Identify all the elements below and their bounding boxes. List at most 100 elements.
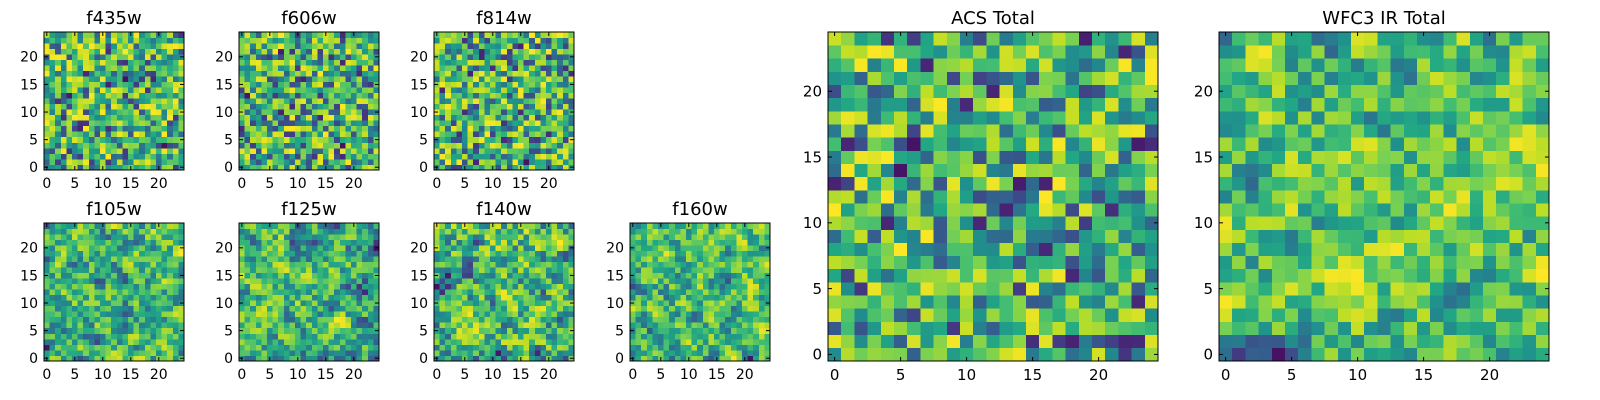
- heatmap-cell: [94, 92, 101, 99]
- heatmap-cell: [295, 59, 301, 66]
- heatmap-cell: [83, 54, 90, 60]
- heatmap-cell: [557, 142, 564, 149]
- heatmap-cell: [758, 239, 765, 246]
- heatmap-cell: [540, 234, 547, 240]
- heatmap-cell: [356, 228, 363, 235]
- heatmap-cell: [261, 261, 268, 268]
- heatmap-cell: [674, 305, 681, 312]
- heatmap-cell: [439, 59, 446, 66]
- heatmap-cell: [512, 344, 519, 351]
- heatmap-cell: [462, 338, 468, 345]
- heatmap-cell: [439, 338, 446, 345]
- heatmap-cell: [239, 322, 245, 329]
- heatmap-cell: [244, 272, 251, 279]
- heatmap-cell: [339, 239, 346, 246]
- heatmap-cell: [272, 114, 279, 121]
- heatmap-cell: [854, 150, 868, 164]
- heatmap-cell: [60, 136, 67, 143]
- heatmap-cell: [495, 81, 502, 88]
- heatmap-cell: [156, 98, 162, 105]
- heatmap-cell: [663, 338, 670, 345]
- heatmap-cell: [172, 311, 179, 318]
- heatmap-cell: [373, 333, 380, 340]
- heatmap-cell: [55, 239, 62, 246]
- heatmap-cell: [55, 267, 62, 274]
- heatmap-cell: [686, 300, 692, 307]
- heatmap-cell: [641, 228, 648, 235]
- heatmap-cell: [686, 239, 692, 246]
- heatmap-cell: [373, 338, 380, 345]
- heatmap-cell: [356, 305, 363, 312]
- heatmap-cell: [495, 136, 502, 143]
- heatmap-cell: [272, 322, 279, 329]
- heatmap-cell: [161, 147, 168, 154]
- heatmap-cell: [999, 308, 1014, 322]
- heatmap-cell: [518, 256, 524, 262]
- heatmap-cell: [562, 223, 569, 229]
- heatmap-cell: [753, 355, 760, 362]
- heatmap-cell: [920, 308, 934, 322]
- heatmap-cell: [557, 239, 564, 246]
- heatmap-cell: [267, 70, 273, 77]
- heatmap-cell: [239, 147, 245, 154]
- heatmap-cell: [478, 65, 485, 71]
- heatmap-cell: [317, 114, 324, 121]
- heatmap-cell: [267, 234, 273, 240]
- heatmap-cell: [1118, 242, 1132, 257]
- heatmap-cell: [1039, 163, 1053, 178]
- heatmap-cell: [261, 59, 268, 66]
- heatmap-cell: [546, 65, 552, 71]
- heatmap-cell: [880, 216, 895, 230]
- heatmap-cell: [512, 48, 519, 55]
- heatmap-cell: [540, 59, 547, 66]
- heatmap-cell: [323, 338, 329, 345]
- heatmap-cell: [894, 189, 908, 204]
- heatmap-cell: [351, 59, 357, 66]
- heatmap-cell: [367, 289, 374, 296]
- heatmap-cell: [680, 278, 687, 285]
- heatmap-cell: [462, 153, 468, 160]
- heatmap-cell: [747, 316, 754, 323]
- heatmap-cell: [439, 125, 446, 132]
- heatmap-cell: [546, 349, 552, 356]
- heatmap-cell: [674, 245, 681, 251]
- heatmap-cell: [83, 228, 90, 235]
- heatmap-cell: [501, 114, 508, 121]
- heatmap-cell: [467, 278, 474, 285]
- heatmap-cell: [512, 327, 519, 334]
- heatmap-cell: [445, 48, 452, 55]
- heatmap-cell: [88, 250, 95, 257]
- heatmap-cell: [60, 228, 67, 235]
- heatmap-cell: [764, 289, 771, 296]
- heatmap-cell: [478, 283, 485, 290]
- heatmap-cell: [529, 256, 536, 262]
- heatmap-cell: [641, 311, 648, 318]
- heatmap-cell: [311, 136, 318, 143]
- heatmap-cell: [139, 37, 146, 44]
- heatmap-cell: [116, 164, 123, 171]
- heatmap-cell: [736, 261, 743, 268]
- heatmap-cell: [100, 322, 106, 329]
- heatmap-cell: [478, 261, 485, 268]
- heatmap-cell: [467, 103, 474, 110]
- heatmap-cell: [323, 322, 329, 329]
- heatmap-cell: [484, 289, 491, 296]
- heatmap-cell: [122, 147, 129, 154]
- heatmap-cell: [345, 87, 352, 94]
- heatmap-cell: [367, 311, 374, 318]
- heatmap-cell: [495, 103, 502, 110]
- heatmap-cell: [272, 344, 279, 351]
- heatmap-cell: [557, 272, 564, 279]
- heatmap-cell: [49, 59, 56, 66]
- heatmap-cell: [490, 245, 496, 251]
- heatmap-cell: [339, 43, 346, 49]
- heatmap-cell: [373, 103, 380, 110]
- heatmap-cell: [178, 70, 185, 77]
- heatmap-cell: [867, 216, 882, 230]
- heatmap-cell: [328, 245, 335, 251]
- heatmap-cell: [49, 333, 56, 340]
- heatmap-cell: [161, 59, 168, 66]
- heatmap-cell: [49, 158, 56, 165]
- heatmap-cell: [311, 300, 318, 307]
- heatmap-cells: [239, 32, 380, 171]
